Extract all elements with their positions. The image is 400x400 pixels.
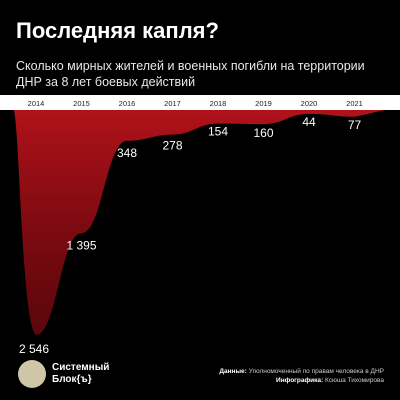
year-tick-2015: 2015 — [73, 99, 90, 108]
value-label-2019: 160 — [253, 126, 273, 140]
infographic-author: Ксюша Тихомирова — [325, 377, 384, 384]
value-label-2016: 348 — [117, 146, 137, 160]
year-axis-band — [0, 95, 400, 110]
brand-name: Системный Блок{ъ} — [52, 362, 122, 386]
brand-logo — [18, 360, 46, 388]
credits: Данные: Уполномоченный по правам человек… — [219, 367, 384, 385]
deaths-area — [14, 110, 385, 335]
chart-subtitle: Сколько мирных жителей и военных погибли… — [16, 59, 365, 89]
data-source: Уполномоченный по правам человека в ДНР — [248, 368, 384, 375]
year-tick-2021: 2021 — [346, 99, 363, 108]
year-tick-2020: 2020 — [301, 99, 318, 108]
value-label-2017: 278 — [162, 139, 182, 153]
brand-line-2: Блок{ъ} — [52, 374, 92, 385]
year-tick-2017: 2017 — [164, 99, 181, 108]
value-label-2020: 44 — [302, 115, 316, 129]
brand-line-1: Системный — [52, 362, 110, 373]
value-label-2021: 77 — [348, 118, 362, 132]
year-tick-2014: 2014 — [28, 99, 45, 108]
year-tick-2018: 2018 — [210, 99, 227, 108]
value-label-2018: 154 — [208, 125, 228, 139]
year-tick-2019: 2019 — [255, 99, 272, 108]
chart-title: Последняя капля? — [16, 18, 219, 43]
value-label-2015: 1 395 — [66, 238, 96, 252]
value-label-2014: 2 546 — [19, 342, 49, 356]
data-label: Данные: — [219, 368, 247, 375]
infographic-label: Инфографика: — [276, 377, 324, 384]
year-tick-2016: 2016 — [119, 99, 136, 108]
